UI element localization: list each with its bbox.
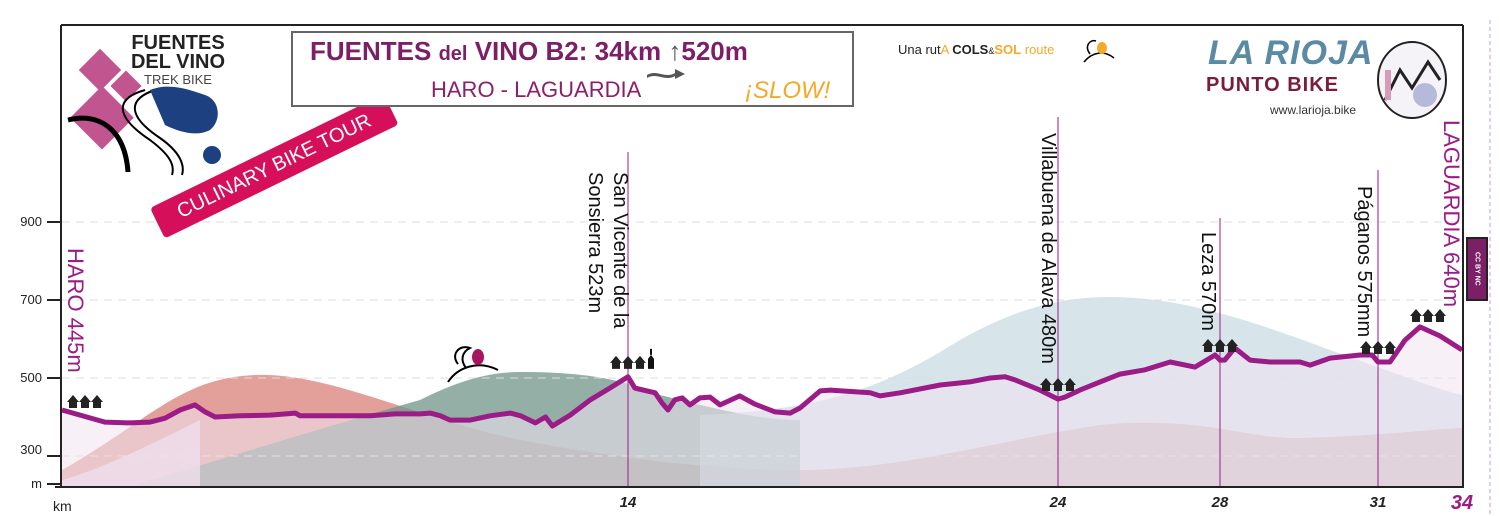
cyclist-icon <box>447 346 499 383</box>
house-icon <box>622 355 634 369</box>
y-tick-700: 700 <box>20 292 42 307</box>
house-icon <box>1372 341 1384 355</box>
cc-license-text: CC BY NC <box>1473 252 1481 286</box>
larioja-logo-graphic <box>1377 41 1447 119</box>
page-title: FUENTES del VINO B2: 34km ↑520m <box>310 36 748 67</box>
x-tick-24: 24 <box>1049 494 1067 511</box>
cols-sol-cyclist-icon <box>1083 39 1115 63</box>
fuentes-logo-line2: DEL VINO <box>130 51 226 73</box>
wavy-arrow-icon <box>647 69 685 79</box>
punto-bike-subtitle: PUNTO BIKE <box>1206 74 1339 96</box>
village-icon <box>1202 339 1238 353</box>
y-ticks <box>47 221 61 485</box>
waypoint-label-paganos: Páganos 575mm <box>1353 186 1375 338</box>
fuentes-logo: FUENTES DEL VINO TREK BIKE <box>128 32 228 87</box>
title-climb: 520m <box>681 36 748 66</box>
x-axis-unit: km <box>53 498 72 514</box>
route-name: HARO - LAGUARDIA <box>431 77 642 102</box>
y-tick-300: 300 <box>20 442 42 457</box>
tagline-amp: & <box>988 46 995 56</box>
tagline-a: A <box>940 42 949 57</box>
village-icon <box>1040 378 1076 392</box>
larioja-title: LA RIOJA <box>1208 34 1374 72</box>
chart-frame <box>55 20 1491 516</box>
x-tick-28: 28 <box>1211 494 1229 511</box>
x-tick-34: 34 <box>1450 492 1474 514</box>
y-tick-500: 500 <box>20 370 42 385</box>
tagline-cols: COLS <box>952 42 989 57</box>
house-icon <box>1040 378 1052 392</box>
title-distance: VINO B2: 34km <box>474 36 662 66</box>
fuentes-logo-line1: FUENTES <box>131 32 225 54</box>
waypoint-lines <box>627 117 1379 487</box>
waypoint-label-san-vicente-1: San Vicente de la <box>609 172 631 329</box>
waypoint-icons <box>67 309 1446 408</box>
title-box: FUENTES del VINO B2: 34km ↑520m HARO - L… <box>291 31 854 107</box>
title-main: FUENTES <box>310 36 432 66</box>
waypoint-label-villabuena: Villabuena de Alava 480m <box>1037 133 1059 364</box>
house-icon <box>1214 339 1226 353</box>
house-icon <box>1384 341 1396 355</box>
up-arrow-icon: ↑ <box>668 36 682 66</box>
church-icon <box>648 348 654 369</box>
tagline-route: route <box>1024 42 1055 57</box>
tagline-sol: SOL <box>994 42 1022 57</box>
house-icon <box>1052 378 1064 392</box>
house-icon <box>1226 339 1238 353</box>
house-icon <box>1422 309 1434 322</box>
slow-label: ¡SLOW! <box>745 77 831 104</box>
title-del: del <box>438 43 468 65</box>
fuentes-logo-line3: TREK BIKE <box>144 72 212 87</box>
cols-sol-tagline: Una rutA COLS&SOL route <box>898 42 1054 57</box>
tagline-prefix: Una rut <box>898 42 941 57</box>
waypoint-label-haro: HARO 445m <box>63 248 88 373</box>
house-icon <box>1064 378 1076 392</box>
house-icon <box>67 395 79 408</box>
house-icon <box>1410 309 1422 322</box>
x-tick-31: 31 <box>1369 494 1387 511</box>
x-tick-14: 14 <box>619 494 637 511</box>
house-icon <box>634 355 646 369</box>
waypoint-label-leza: Leza 570m <box>1197 232 1219 331</box>
y-axis-unit: m <box>31 476 42 491</box>
house-icon <box>79 395 91 408</box>
house-icon <box>610 355 622 369</box>
website-link[interactable]: www.larioja.bike <box>1270 103 1357 117</box>
house-icon <box>1360 341 1372 355</box>
house-icon <box>1434 309 1446 322</box>
village-icon <box>1360 341 1396 355</box>
church-village-icon <box>610 348 654 369</box>
house-icon <box>1202 339 1214 353</box>
waypoint-label-laguardia: LAGUARDIA 640m <box>1439 120 1464 308</box>
house-icon <box>91 395 103 408</box>
elevation-profile-line <box>61 324 1464 429</box>
y-tick-900: 900 <box>20 214 42 229</box>
village-icon <box>67 395 103 408</box>
waypoint-label-san-vicente-2: Sonsierra 523m <box>584 172 606 314</box>
cc-license-badge <box>1466 237 1488 301</box>
village-icon <box>1410 309 1446 322</box>
